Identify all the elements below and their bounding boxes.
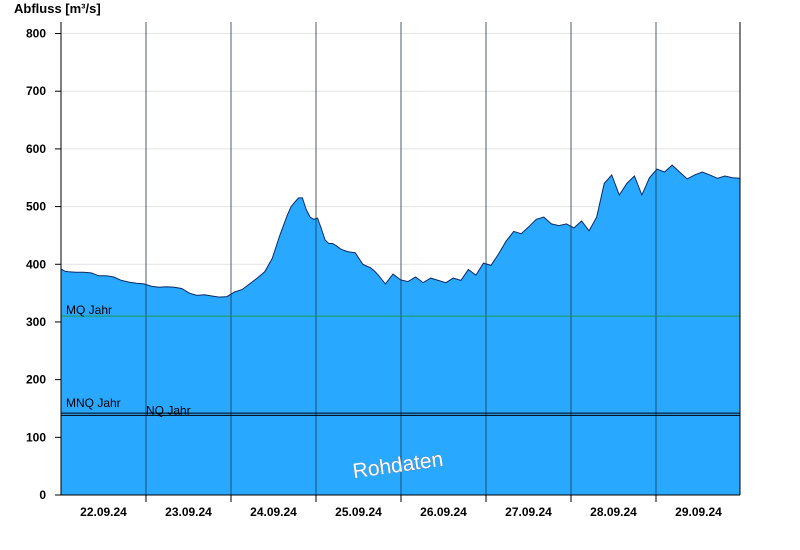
y-tick-label: 300: [26, 315, 46, 329]
y-tick-label: 700: [26, 84, 46, 98]
x-tick-label: 27.09.24: [505, 505, 552, 519]
x-tick-label: 24.09.24: [250, 505, 297, 519]
y-tick-label: 600: [26, 142, 46, 156]
x-tick-label: 23.09.24: [165, 505, 212, 519]
y-tick-label: 200: [26, 373, 46, 387]
y-tick-label: 800: [26, 27, 46, 41]
y-tick-label: 500: [26, 200, 46, 214]
x-tick-label: 28.09.24: [590, 505, 637, 519]
y-tick-label: 100: [26, 430, 46, 444]
day-separators: [145, 22, 657, 495]
y-ticks: 0 100 200 300 400 500 600 700 800: [26, 27, 61, 502]
ref-label-nq-jahr: NQ Jahr: [146, 403, 191, 417]
x-tick-label: 25.09.24: [335, 505, 382, 519]
x-tick-label: 22.09.24: [80, 505, 127, 519]
y-axis-title: Abfluss [m³/s]: [14, 1, 101, 16]
discharge-line: [60, 164, 741, 298]
ref-label-mq-jahr: MQ Jahr: [66, 303, 112, 317]
discharge-area: [61, 165, 740, 495]
y-tick-label: 400: [26, 257, 46, 271]
ref-label-mnq-jahr: MNQ Jahr: [66, 396, 121, 410]
x-ticks: 22.09.24 23.09.24 24.09.24 25.09.24 26.09.24…: [80, 495, 722, 519]
x-tick-label: 29.09.24: [675, 505, 722, 519]
y-tick-label: 0: [39, 488, 46, 502]
x-tick-label: 26.09.24: [420, 505, 467, 519]
